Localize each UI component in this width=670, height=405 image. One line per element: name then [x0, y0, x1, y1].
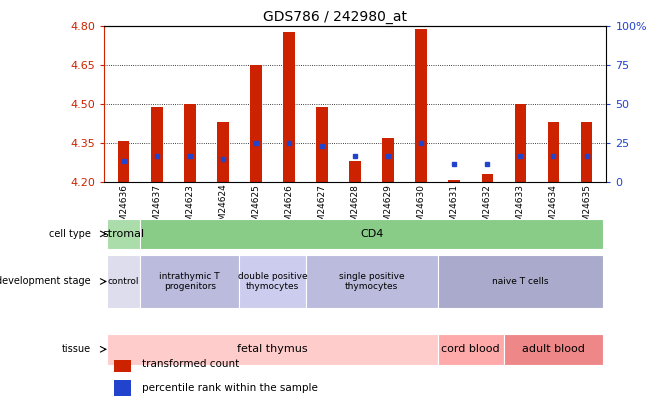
Bar: [349, 162, 361, 182]
Bar: [482, 175, 493, 182]
Text: adult blood: adult blood: [522, 344, 585, 354]
Bar: [184, 104, 196, 182]
Text: naive T cells: naive T cells: [492, 277, 549, 286]
Text: single positive
thymocytes: single positive thymocytes: [339, 272, 405, 291]
Bar: [151, 107, 163, 182]
Bar: [415, 29, 427, 182]
Text: intrathymic T
progenitors: intrathymic T progenitors: [159, 272, 220, 291]
Bar: [107, 255, 140, 308]
Bar: [316, 107, 328, 182]
Bar: [581, 122, 592, 182]
Bar: [107, 219, 140, 249]
Bar: [547, 122, 559, 182]
Bar: [438, 255, 603, 308]
Bar: [250, 65, 262, 182]
Bar: [140, 255, 239, 308]
Bar: [114, 356, 131, 373]
Text: control: control: [108, 277, 139, 286]
Text: cell type: cell type: [49, 229, 90, 239]
Bar: [239, 255, 306, 308]
Bar: [448, 180, 460, 182]
Text: percentile rank within the sample: percentile rank within the sample: [141, 383, 318, 393]
Text: tissue: tissue: [62, 344, 90, 354]
Bar: [504, 334, 603, 364]
Text: fetal thymus: fetal thymus: [237, 344, 308, 354]
Bar: [383, 138, 394, 182]
Text: double positive
thymocytes: double positive thymocytes: [238, 272, 308, 291]
Text: development stage: development stage: [0, 277, 90, 286]
Text: cord blood: cord blood: [442, 344, 500, 354]
Bar: [283, 32, 295, 182]
Text: CD4: CD4: [360, 229, 383, 239]
Bar: [114, 380, 131, 396]
Bar: [217, 122, 228, 182]
Bar: [515, 104, 526, 182]
Bar: [438, 334, 504, 364]
Bar: [107, 334, 438, 364]
Bar: [118, 141, 129, 182]
Text: GDS786 / 242980_at: GDS786 / 242980_at: [263, 10, 407, 24]
Text: stromal: stromal: [103, 229, 145, 239]
Text: transformed count: transformed count: [141, 359, 239, 369]
Bar: [306, 255, 438, 308]
